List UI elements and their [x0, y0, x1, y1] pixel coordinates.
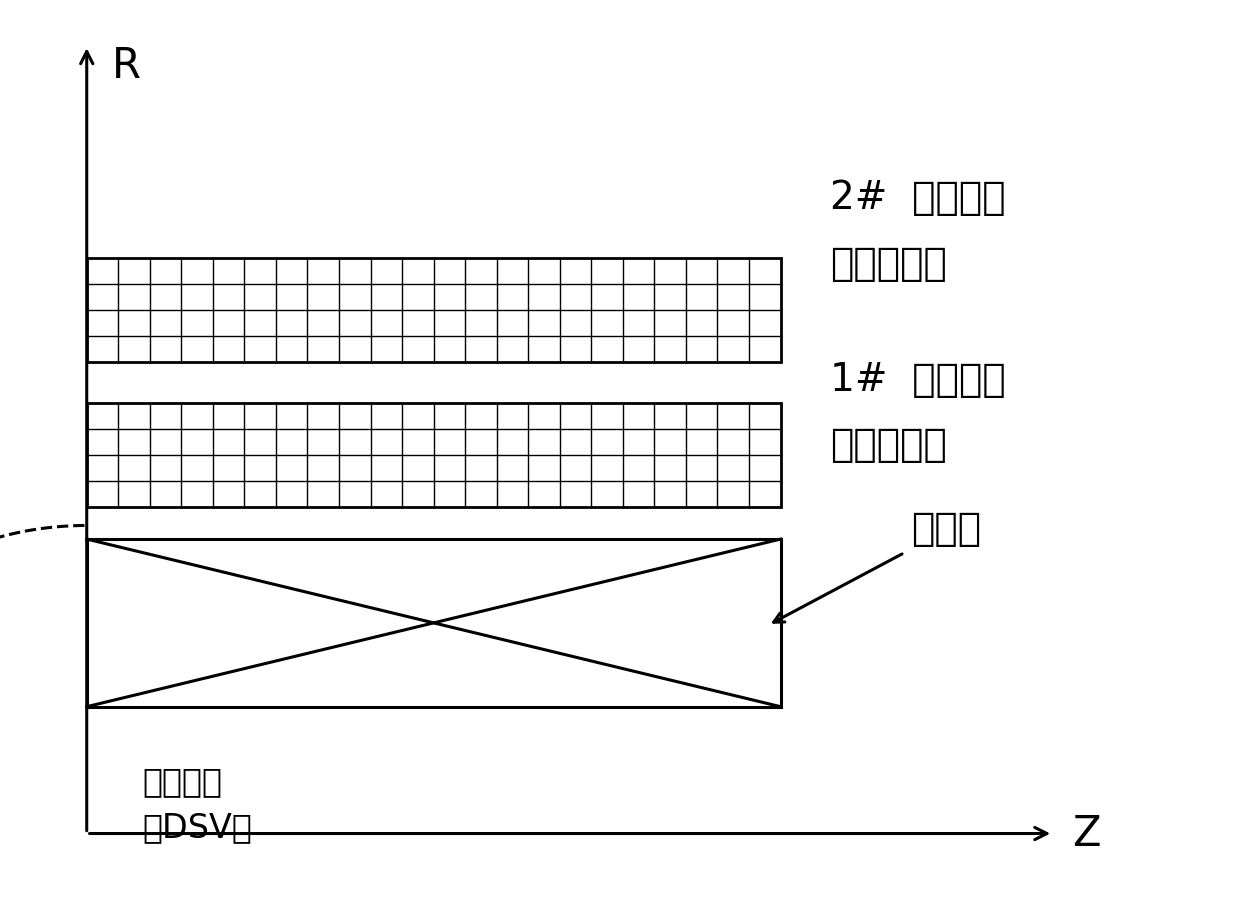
Text: Z: Z: [1072, 813, 1100, 854]
Text: 主磁体: 主磁体: [911, 510, 981, 548]
Bar: [87, 258, 781, 362]
Bar: [87, 539, 781, 707]
Text: 预布置区域: 预布置区域: [830, 426, 947, 464]
Bar: [87, 403, 781, 507]
Text: 预布置区域: 预布置区域: [830, 245, 947, 283]
Text: R: R: [112, 45, 140, 87]
Text: 成像区域: 成像区域: [142, 766, 223, 798]
Text: 1#  匀场线圈: 1# 匀场线圈: [830, 361, 1006, 399]
Text: （DSV）: （DSV）: [142, 811, 253, 843]
Text: 2#  匀场线圈: 2# 匀场线圈: [830, 179, 1006, 217]
